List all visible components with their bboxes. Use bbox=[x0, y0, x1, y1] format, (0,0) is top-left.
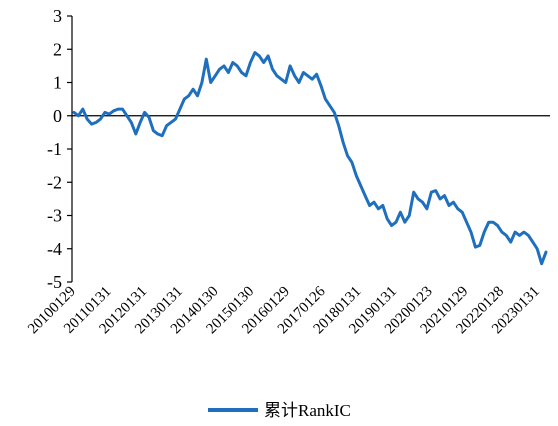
series-layer bbox=[72, 51, 548, 266]
legend-label: 累计RankIC bbox=[264, 401, 351, 420]
y-tick-label: 3 bbox=[53, 6, 62, 26]
y-tick-label: 1 bbox=[53, 73, 62, 93]
legend: 累计RankIC bbox=[208, 401, 351, 420]
y-tick-label: -3 bbox=[47, 206, 62, 226]
y-tick-label: -4 bbox=[47, 239, 62, 259]
y-tick-label: 0 bbox=[53, 106, 62, 126]
y-tick-label: -5 bbox=[47, 272, 62, 292]
y-tick-label: -2 bbox=[47, 172, 62, 192]
x-axis: 2010012920110131201201312013013120140130… bbox=[25, 115, 550, 337]
y-tick-label: 2 bbox=[53, 39, 62, 59]
y-tick-label: -1 bbox=[47, 139, 62, 159]
y-axis: 3 2 1 0 -1 -2 -3 -4 -5 bbox=[47, 6, 73, 292]
series-line bbox=[72, 51, 548, 266]
